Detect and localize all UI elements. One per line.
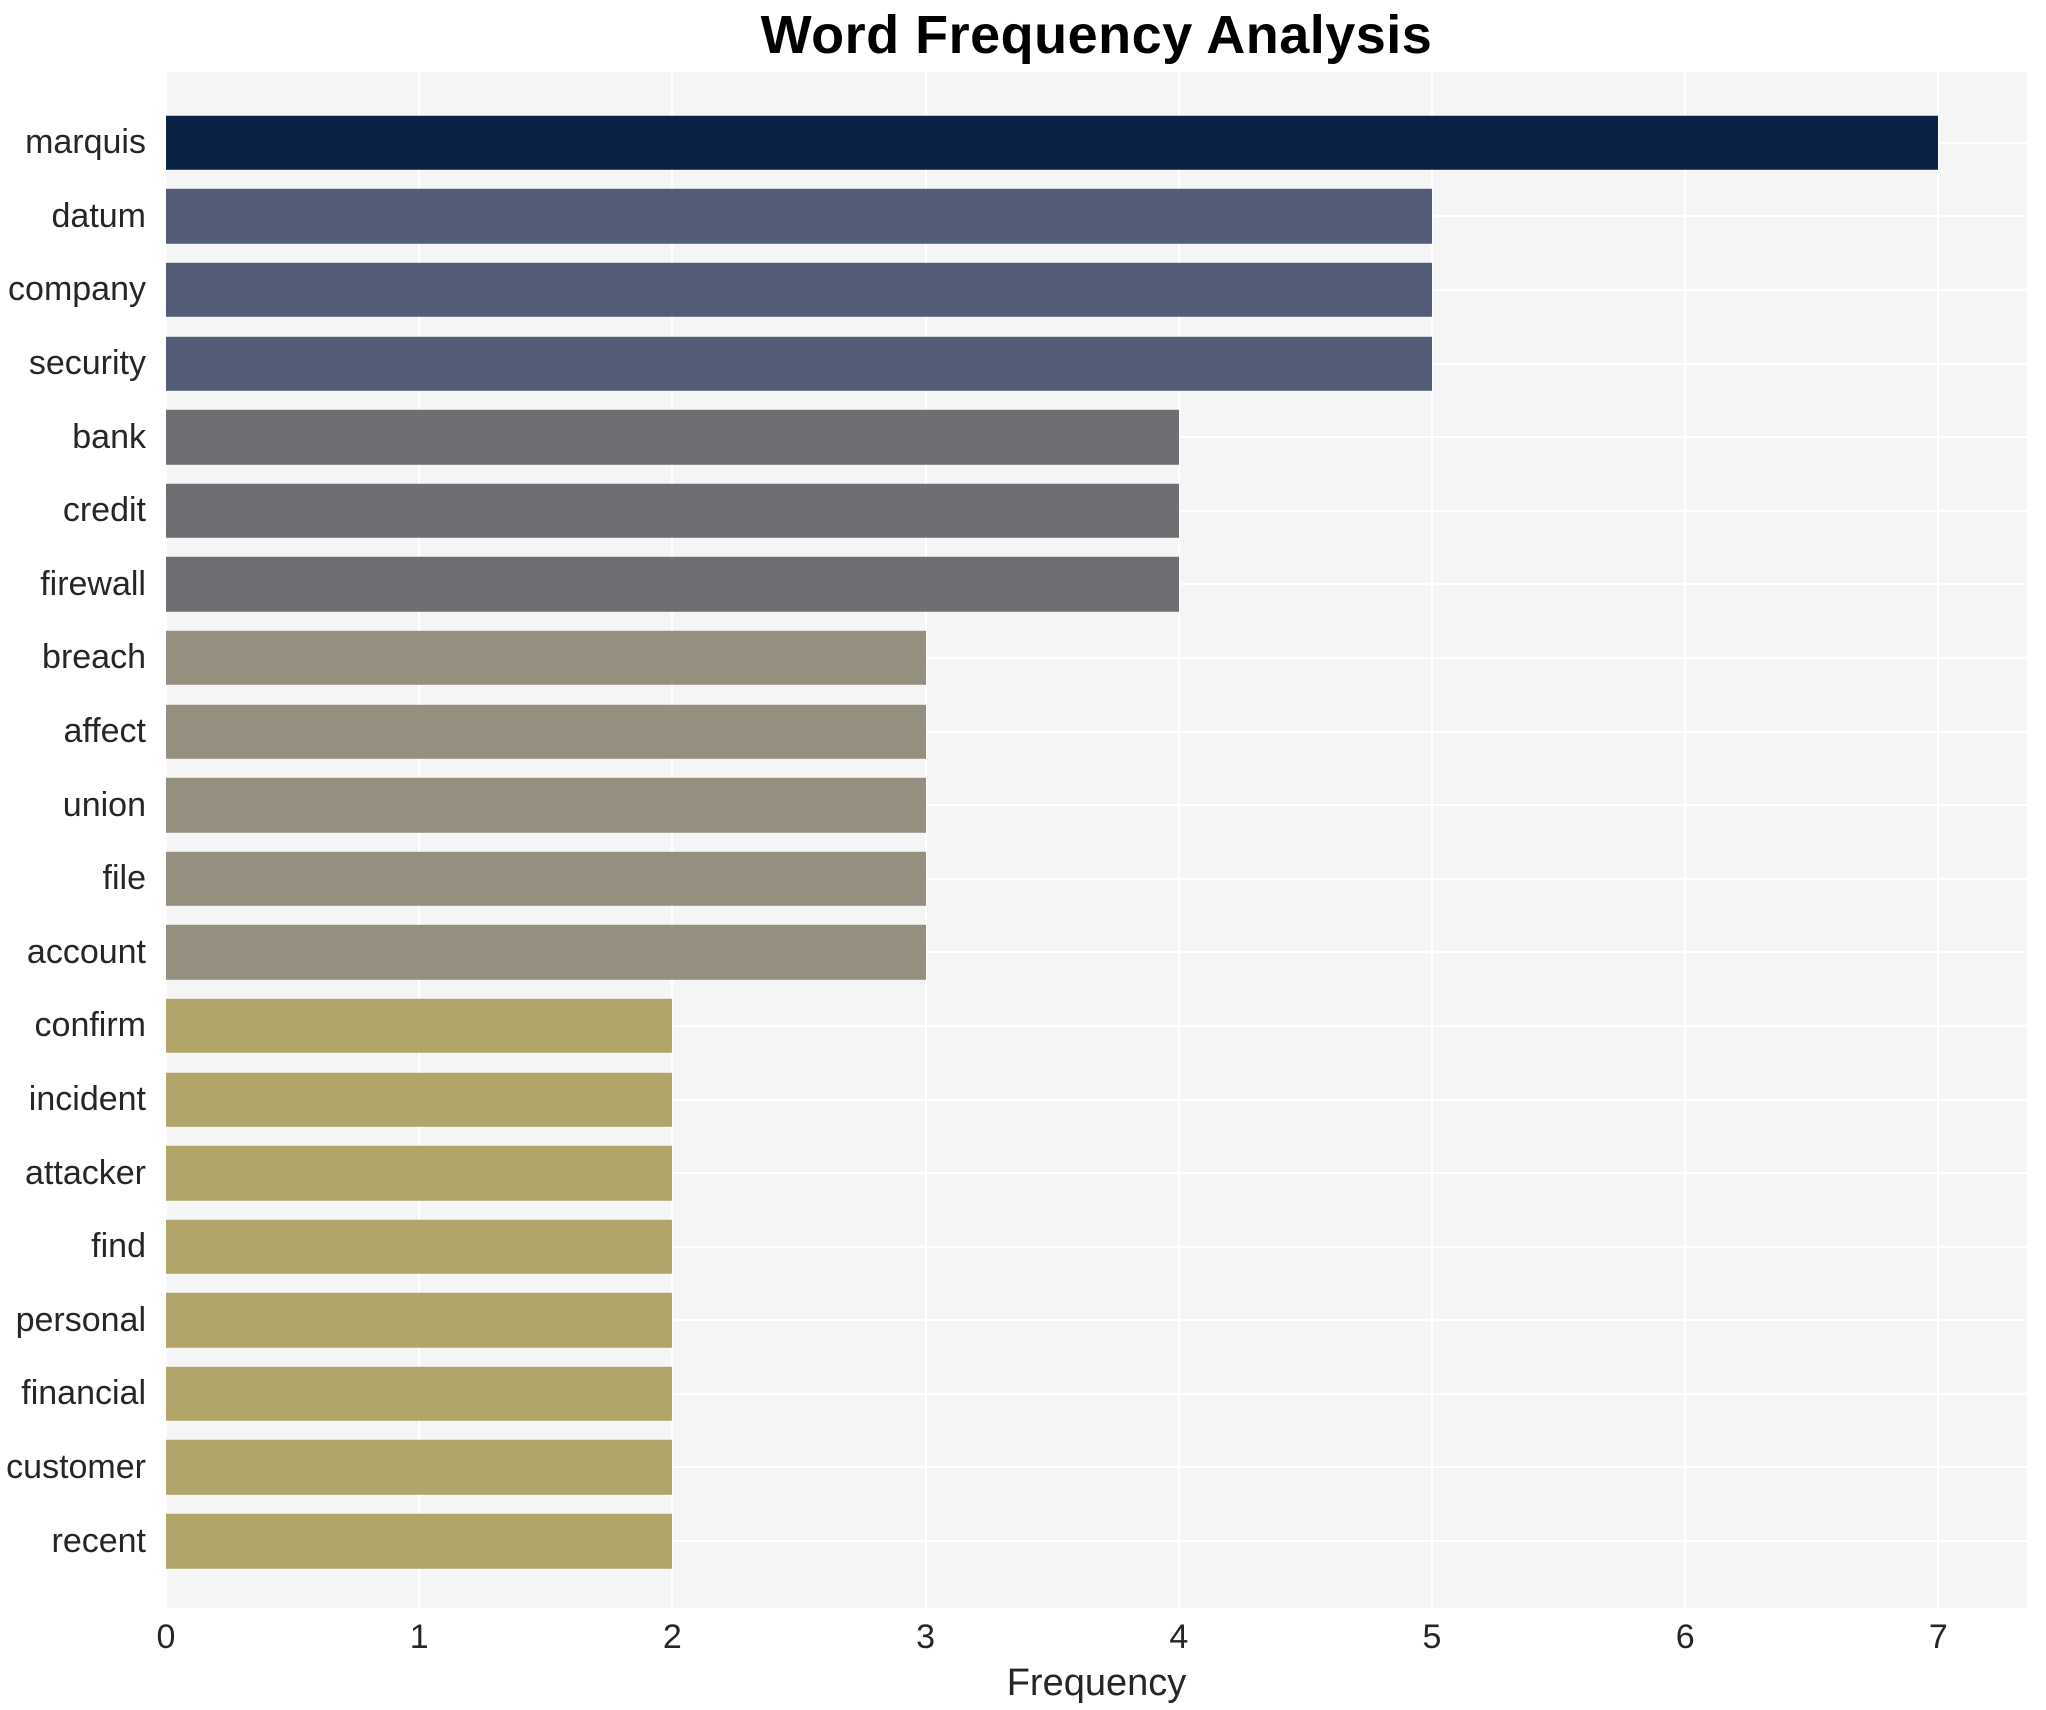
chart-title: Word Frequency Analysis [760,5,1433,65]
vertical-gridline [1684,72,1687,1608]
x-tick-label: 3 [916,1618,936,1656]
vertical-gridline [165,72,167,1608]
x-tick-label: 4 [1169,1618,1189,1656]
bar-row [166,474,2027,548]
category-label: account [26,932,146,971]
category-label: customer [6,1447,146,1486]
bar-row [166,989,2027,1063]
bar-row [166,1357,2027,1431]
bar-row [166,327,2027,401]
category-label: firewall [40,564,146,603]
bar-row [166,180,2027,254]
horizontal-gridline [166,877,2027,880]
bar-row [166,916,2027,990]
bar [166,998,673,1054]
bar-row [166,548,2027,622]
category-label: recent [51,1521,147,1560]
x-tick-label: 2 [662,1618,682,1656]
bar [166,1145,673,1201]
vertical-gridline [1430,72,1433,1608]
horizontal-gridline [166,1172,2027,1175]
category-label: file [102,859,146,898]
category-label: financial [21,1374,146,1413]
x-tick-label: 6 [1675,1618,1695,1656]
x-tick-label: 5 [1422,1618,1442,1656]
horizontal-gridline [166,1024,2027,1027]
category-label: find [91,1227,146,1266]
bar-row [166,1210,2027,1284]
horizontal-gridline [166,1245,2027,1248]
horizontal-gridline [166,1466,2027,1469]
bar [166,557,1179,612]
bar [166,1293,673,1348]
vertical-gridline [924,72,927,1608]
category-label: attacker [25,1153,146,1192]
bar [166,1219,673,1274]
vertical-gridline [1177,72,1180,1608]
category-label: incident [28,1080,146,1119]
category-label: datum [51,196,147,235]
horizontal-gridline [166,1098,2027,1101]
x-tick-label: 7 [1928,1618,1948,1656]
bar [166,409,1179,465]
bar [166,336,1432,391]
category-label: breach [42,638,146,677]
bar-row [166,1504,2027,1578]
x-tick-label: 0 [156,1618,176,1656]
bar-row [166,1136,2027,1210]
bar [166,630,926,686]
vertical-gridline [671,72,674,1608]
category-label: confirm [34,1006,146,1045]
category-label: personal [15,1300,146,1339]
horizontal-gridline [166,1392,2027,1395]
bar-row [166,253,2027,327]
vertical-gridline [418,72,421,1608]
horizontal-gridline [166,1319,2027,1322]
plot-area [165,72,2027,1608]
horizontal-gridline [166,804,2027,807]
bar-row [166,400,2027,474]
bar [166,1513,673,1569]
x-axis-label: Frequency [1006,1662,1187,1704]
bar [166,777,926,833]
category-label: bank [72,417,146,456]
bar-row [166,695,2027,769]
y-axis-labels: marquis datum company security bank credit fir… [0,72,166,1608]
bar-row [166,1284,2027,1358]
horizontal-gridline [166,1540,2027,1543]
bar-row [166,621,2027,695]
category-label: marquis [25,123,146,162]
bar [166,262,1432,318]
bar [166,1440,673,1495]
bar [166,483,1179,538]
bar-row [166,1431,2027,1505]
bar-rows [166,72,2027,1608]
horizontal-gridline [166,951,2027,954]
category-label: affect [63,712,146,751]
bar [166,115,1939,171]
bar [166,704,926,759]
bar [166,851,926,906]
bar [166,1366,673,1422]
bar [166,925,926,980]
bar-row [166,768,2027,842]
bar [166,189,1432,244]
x-axis-ticks: 0 1 2 3 4 5 6 7 [157,1618,2027,1660]
bar-row [166,1063,2027,1137]
category-label: credit [62,491,146,530]
vertical-gridline [1937,72,1940,1608]
x-tick-label: 1 [409,1618,429,1656]
category-label: union [62,785,146,824]
bar [166,1072,673,1127]
bar-row [166,842,2027,916]
horizontal-gridline [166,656,2027,659]
category-label: company [8,270,146,309]
horizontal-gridline [166,730,2027,733]
category-label: security [28,344,146,383]
bar-row [166,106,2027,180]
